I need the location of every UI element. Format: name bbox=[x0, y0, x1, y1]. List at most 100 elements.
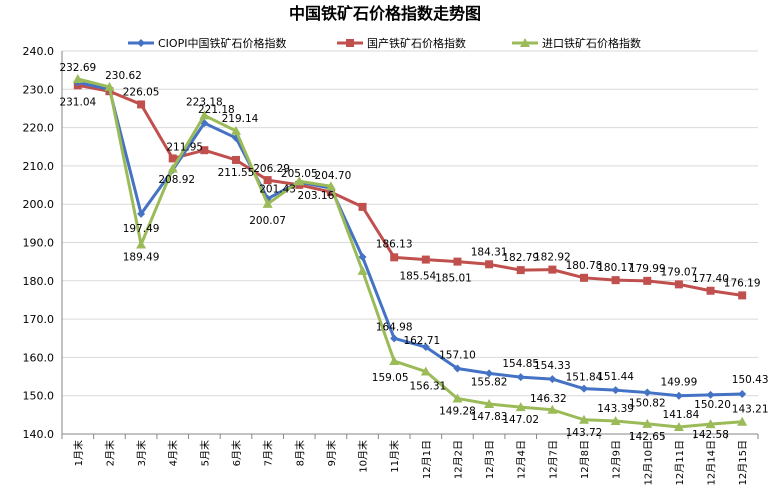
legend-entry: 国产铁矿石价格指数 bbox=[337, 36, 466, 50]
data-label: 185.54 bbox=[399, 271, 436, 283]
x-tick-label: 12月8日 bbox=[579, 440, 591, 479]
data-label: 159.05 bbox=[372, 372, 409, 384]
point-marker bbox=[580, 273, 588, 282]
point-marker bbox=[642, 418, 653, 428]
data-label: 150.82 bbox=[629, 398, 666, 410]
data-label: 226.05 bbox=[123, 86, 160, 98]
x-tick-label: 12月7日 bbox=[547, 440, 559, 479]
data-label: 157.10 bbox=[439, 350, 476, 362]
data-label: 211.95 bbox=[166, 141, 203, 153]
point-marker bbox=[294, 176, 305, 186]
point-marker bbox=[390, 334, 399, 343]
x-tick-label: 12月14日 bbox=[706, 440, 718, 485]
data-label: 141.84 bbox=[663, 409, 700, 421]
point-marker bbox=[738, 291, 747, 300]
point-marker bbox=[72, 73, 83, 83]
data-label: 154.33 bbox=[534, 360, 571, 372]
y-tick-label: 240.0 bbox=[23, 45, 55, 58]
data-label: 143.21 bbox=[732, 404, 769, 416]
point-marker bbox=[137, 209, 146, 218]
point-marker bbox=[420, 366, 431, 376]
x-tick-label: 12月10日 bbox=[642, 440, 654, 485]
data-label: 179.99 bbox=[629, 263, 666, 275]
data-label: 223.18 bbox=[186, 96, 223, 108]
y-tick-label: 190.0 bbox=[23, 237, 55, 250]
axis-layer: 140.0 150.0 160.0 170.0 180.0 190.0 200.0 210.0… bbox=[23, 45, 759, 485]
point-marker bbox=[547, 404, 558, 414]
legend: CIOPI中国铁矿石价格指数 国产铁矿石价格指数 进口铁矿石价格指数 bbox=[128, 36, 641, 50]
y-tick-label: 160.0 bbox=[23, 351, 55, 364]
data-label: 162.71 bbox=[403, 335, 440, 347]
data-label: 219.14 bbox=[222, 113, 259, 125]
y-tick-label: 230.0 bbox=[23, 83, 55, 96]
data-label: 182.79 bbox=[502, 252, 539, 264]
data-label: 184.31 bbox=[471, 246, 508, 258]
series-2 bbox=[72, 73, 748, 431]
data-label: 147.83 bbox=[471, 411, 508, 423]
point-marker bbox=[104, 81, 115, 91]
y-tick-label: 210.0 bbox=[23, 160, 55, 173]
point-marker bbox=[674, 391, 683, 400]
point-marker bbox=[610, 416, 621, 426]
data-label: 180.78 bbox=[566, 260, 603, 272]
y-tick-label: 180.0 bbox=[23, 275, 55, 288]
point-marker bbox=[738, 390, 747, 399]
point-marker bbox=[485, 260, 494, 269]
data-label: 200.07 bbox=[249, 215, 286, 227]
point-marker bbox=[516, 266, 525, 275]
x-tick-label: 2月末 bbox=[103, 440, 116, 466]
data-label: 201.43 bbox=[259, 184, 296, 196]
x-tick-label: 8月末 bbox=[293, 440, 306, 466]
x-tick-label: 12月11日 bbox=[674, 440, 686, 485]
data-label: 230.62 bbox=[105, 70, 142, 82]
point-marker bbox=[421, 255, 430, 264]
point-marker bbox=[611, 276, 620, 285]
point-marker bbox=[231, 125, 241, 135]
point-marker bbox=[579, 414, 589, 424]
point-marker bbox=[232, 155, 240, 164]
data-label: 211.55 bbox=[218, 167, 255, 179]
x-tick-label: 12月3日 bbox=[484, 440, 496, 479]
legend-label: 进口铁矿石价格指数 bbox=[542, 36, 641, 50]
y-tick-label: 220.0 bbox=[23, 122, 55, 135]
data-label: 179.07 bbox=[661, 266, 698, 278]
point-marker bbox=[516, 373, 525, 382]
data-label: 186.13 bbox=[376, 238, 413, 250]
data-label: 177.40 bbox=[692, 273, 729, 285]
data-label: 150.20 bbox=[694, 399, 731, 411]
point-marker bbox=[421, 343, 430, 352]
point-marker bbox=[346, 39, 354, 47]
x-tick-label: 12月1日 bbox=[421, 440, 433, 479]
data-label: 143.39 bbox=[597, 403, 634, 415]
point-marker bbox=[611, 386, 620, 395]
point-marker bbox=[673, 421, 684, 431]
chart-title: 中国铁矿石价格指数走势图 bbox=[289, 4, 481, 23]
data-label: 204.70 bbox=[315, 170, 352, 182]
point-marker bbox=[137, 100, 146, 109]
point-marker bbox=[200, 146, 209, 155]
data-label: 232.69 bbox=[59, 62, 96, 74]
data-label: 205.05 bbox=[281, 168, 318, 180]
point-marker bbox=[643, 276, 652, 285]
point-marker bbox=[390, 253, 399, 262]
point-marker bbox=[263, 176, 272, 185]
series-0 bbox=[73, 78, 747, 400]
x-tick-label: 12月9日 bbox=[611, 440, 623, 479]
point-marker bbox=[737, 416, 748, 426]
point-marker bbox=[705, 419, 716, 429]
x-tick-label: 4月末 bbox=[167, 440, 180, 466]
data-label: 142.65 bbox=[629, 431, 666, 443]
point-marker bbox=[548, 265, 557, 274]
data-label: 185.01 bbox=[435, 273, 472, 285]
y-tick-label: 170.0 bbox=[23, 313, 55, 326]
y-tick-label: 150.0 bbox=[23, 390, 55, 403]
point-marker bbox=[358, 202, 367, 211]
data-label: 147.02 bbox=[502, 414, 539, 426]
x-tick-label: 6月末 bbox=[230, 440, 243, 466]
x-tick-label: 12月4日 bbox=[516, 440, 528, 479]
data-label: 208.92 bbox=[158, 174, 195, 186]
data-label: 197.49 bbox=[123, 223, 160, 235]
data-label-layer: 197.49 208.92 221.18 201.43 164.98 162.71 157.… bbox=[59, 62, 768, 443]
point-marker bbox=[453, 257, 462, 266]
